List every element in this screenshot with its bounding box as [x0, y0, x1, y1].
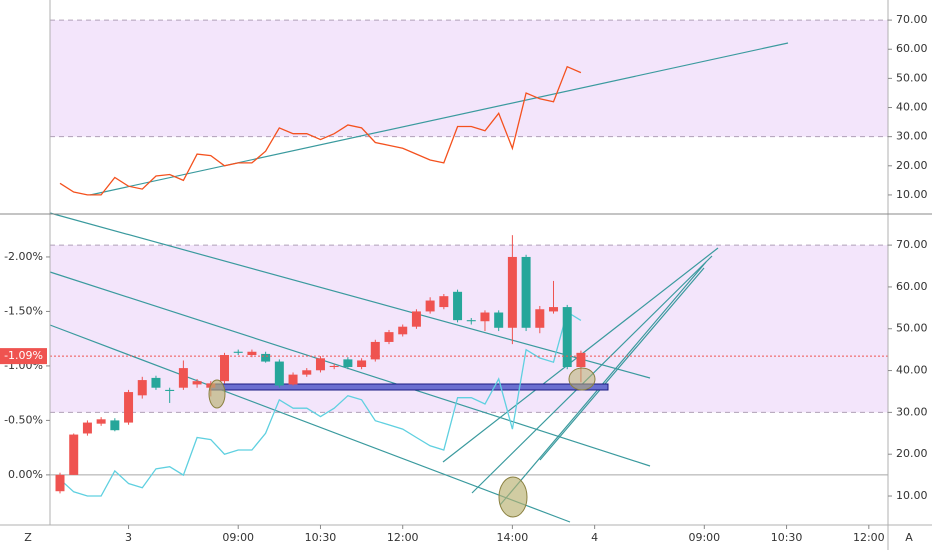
candle-body	[220, 355, 230, 382]
x-tick-label: 10:30	[305, 531, 337, 544]
candle-body	[315, 358, 325, 371]
candle-body	[110, 420, 120, 431]
y-tick-label: 20.00	[896, 447, 928, 460]
x-tick-label: 09:00	[688, 531, 720, 544]
candle-body	[562, 307, 572, 368]
y-tick-label: 60.00	[896, 42, 928, 55]
line	[59, 65, 582, 196]
highlight	[568, 367, 596, 391]
candle-body	[192, 381, 202, 385]
control-button[interactable]: A	[905, 531, 913, 544]
x-tick-label: 09:00	[222, 531, 254, 544]
candle-body	[82, 422, 92, 434]
y-tick-label: 50.00	[896, 322, 928, 335]
y-tick-label: 0.00%	[8, 468, 43, 481]
trend-line	[49, 271, 651, 467]
y-tick-label: 10.00	[896, 489, 928, 502]
candle-body	[261, 353, 271, 362]
y-tick-label: 70.00	[896, 238, 928, 251]
candle-body	[535, 309, 545, 328]
candle-body	[124, 392, 134, 423]
trend-line	[49, 212, 651, 379]
candle-body	[329, 365, 339, 368]
y-tick-label: 50.00	[896, 71, 928, 84]
x-tick-label: 14:00	[497, 531, 529, 544]
highlight	[208, 379, 226, 409]
candle-body	[96, 419, 106, 424]
candle-body	[343, 359, 353, 368]
candle-body	[288, 374, 298, 385]
x-tick-label: 3	[125, 531, 132, 544]
candle-body	[69, 434, 79, 475]
x-tick-label: 12:00	[853, 531, 885, 544]
y-tick-label: 20.00	[896, 159, 928, 172]
y-tick-label: 40.00	[896, 364, 928, 377]
candle-body	[398, 326, 408, 335]
candle-body	[439, 296, 449, 308]
candle-body	[178, 368, 188, 388]
annotations	[208, 367, 596, 518]
candle-body	[384, 332, 394, 342]
y-tick-label: -1.50%	[4, 304, 43, 317]
candle-body	[137, 380, 147, 396]
x-tick-label: 4	[591, 531, 598, 544]
highlight	[498, 476, 528, 518]
last-price-label: -1.09%	[4, 349, 43, 362]
line	[59, 310, 582, 497]
candle-body	[411, 311, 421, 327]
candle-body	[357, 360, 367, 368]
drawings	[49, 42, 789, 523]
trend-line	[49, 324, 571, 523]
trend-line	[89, 42, 789, 196]
candle-body	[576, 352, 586, 368]
candle-body	[165, 389, 175, 391]
y-tick-label: 10.00	[896, 188, 928, 201]
fan-line	[539, 267, 705, 461]
candle-body	[233, 351, 243, 353]
y-tick-label: -2.00%	[4, 250, 43, 263]
y-tick-label: -0.50%	[4, 413, 43, 426]
candle-body	[521, 256, 531, 328]
candle-body	[494, 312, 504, 328]
y-tick-label: 40.00	[896, 101, 928, 114]
y-tick-label: 70.00	[896, 13, 928, 26]
candle-body	[466, 320, 476, 322]
x-tick-label: 12:00	[387, 531, 419, 544]
band	[50, 20, 888, 137]
candle-body	[274, 361, 284, 386]
last-price-badge	[0, 348, 47, 365]
candle-body	[549, 307, 559, 312]
candle-body	[55, 474, 65, 492]
candle-body	[302, 370, 312, 375]
y-tick-label: 60.00	[896, 280, 928, 293]
range-box	[209, 383, 609, 391]
candle-body	[507, 256, 517, 328]
candle-body	[425, 300, 435, 312]
candle-body	[480, 312, 490, 322]
candle-body	[151, 377, 161, 388]
candle-body	[247, 351, 257, 356]
candle-body	[370, 341, 380, 360]
candle-body	[453, 291, 463, 321]
x-tick-label: 10:30	[771, 531, 803, 544]
control-button[interactable]: Z	[24, 531, 32, 544]
y-tick-label: 30.00	[896, 130, 928, 143]
y-tick-label: 30.00	[896, 405, 928, 418]
marks	[50, 65, 888, 497]
